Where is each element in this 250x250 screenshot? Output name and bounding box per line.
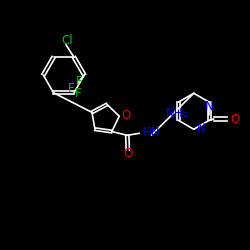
Text: F: F: [75, 87, 82, 100]
Text: NH₂: NH₂: [166, 107, 188, 120]
Text: F: F: [76, 75, 82, 88]
Text: O: O: [230, 112, 239, 126]
Text: F: F: [68, 82, 74, 95]
Text: O: O: [121, 109, 130, 122]
Text: N: N: [197, 122, 205, 135]
Text: O: O: [123, 147, 132, 160]
Text: N: N: [205, 100, 214, 113]
Text: Cl: Cl: [61, 34, 73, 47]
Text: HN: HN: [143, 126, 160, 139]
